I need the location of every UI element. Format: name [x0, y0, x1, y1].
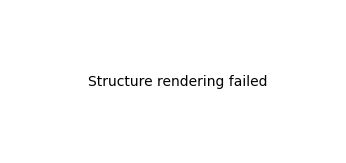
Text: Structure rendering failed: Structure rendering failed — [88, 75, 267, 89]
